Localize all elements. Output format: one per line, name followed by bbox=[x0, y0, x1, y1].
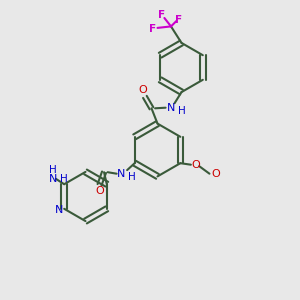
Text: F: F bbox=[158, 10, 165, 20]
Text: N: N bbox=[117, 169, 125, 179]
Text: O: O bbox=[95, 186, 104, 197]
Text: O: O bbox=[212, 169, 220, 179]
Text: H: H bbox=[49, 165, 57, 175]
Text: N: N bbox=[49, 174, 57, 184]
Text: O: O bbox=[138, 85, 147, 95]
Text: F: F bbox=[175, 15, 182, 25]
Text: N: N bbox=[167, 103, 175, 113]
Text: H: H bbox=[178, 106, 185, 116]
Text: N: N bbox=[55, 205, 63, 215]
Text: H: H bbox=[60, 174, 68, 184]
Text: F: F bbox=[149, 24, 157, 34]
Text: H: H bbox=[128, 172, 136, 182]
Text: O: O bbox=[191, 160, 200, 170]
